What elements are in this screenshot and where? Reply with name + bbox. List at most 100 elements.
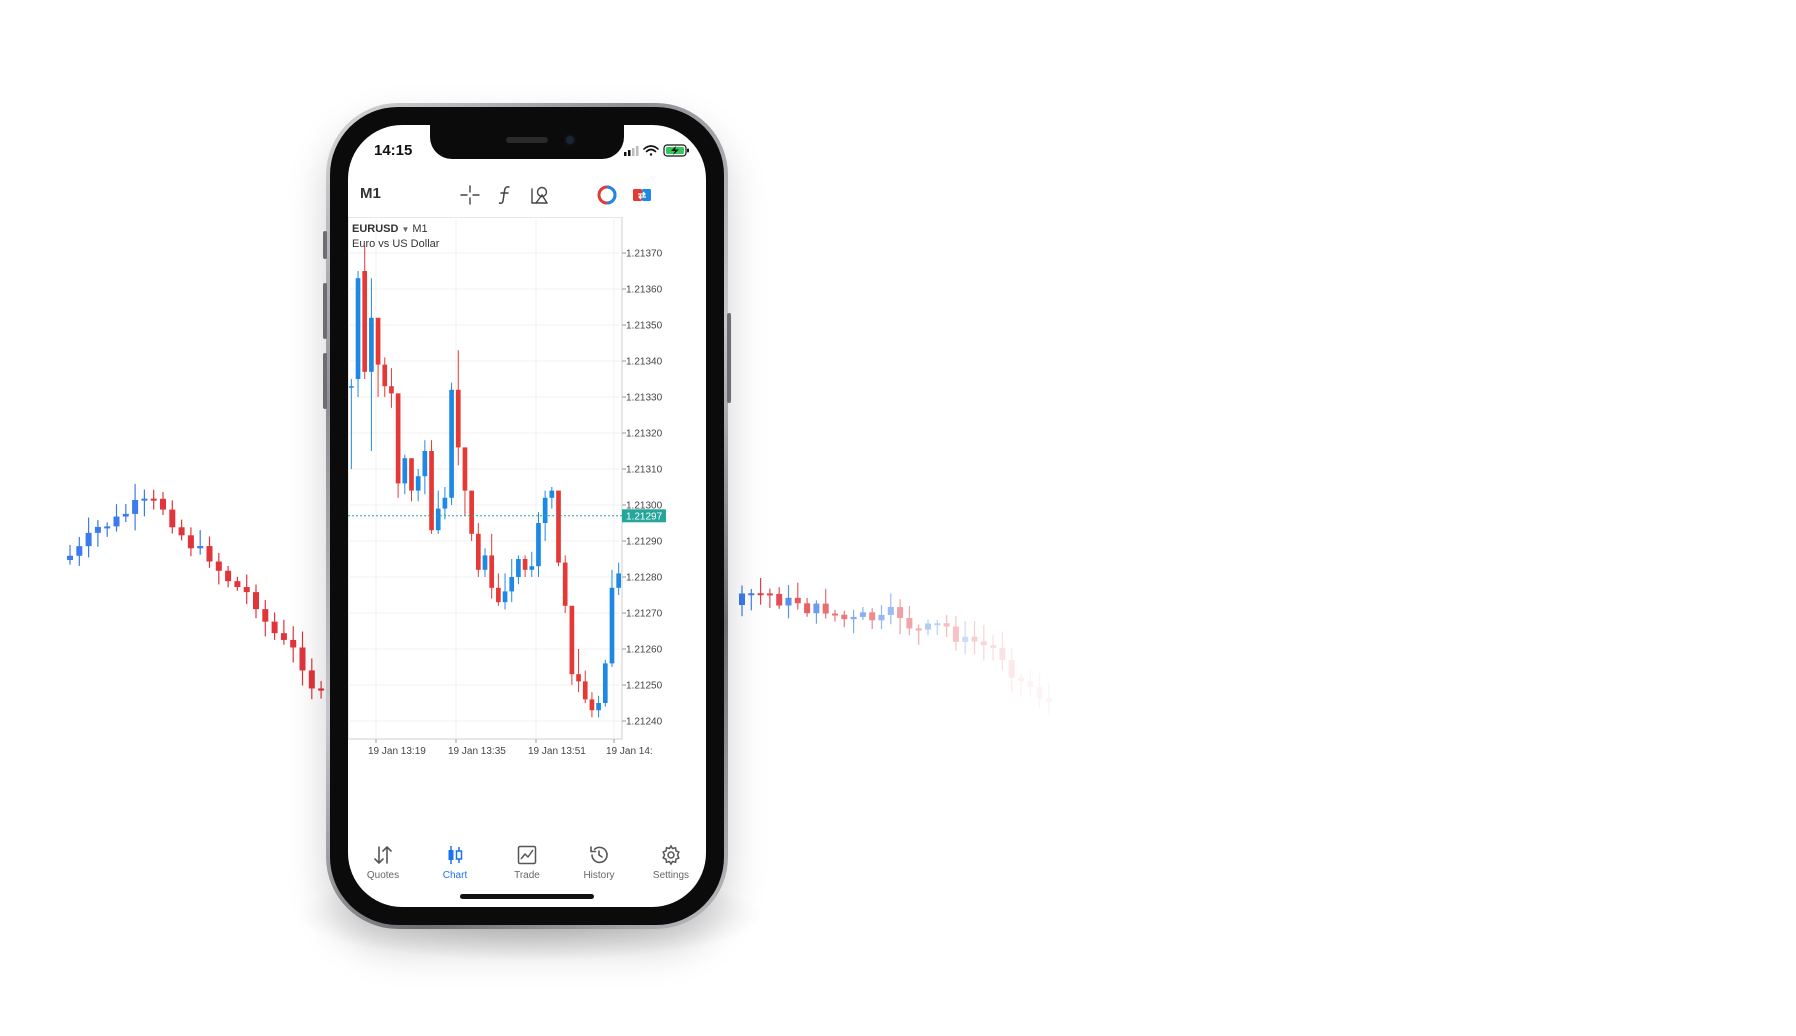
tab-history-label: History [583, 870, 615, 881]
function-icon[interactable] [493, 183, 517, 207]
background-candle [943, 614, 950, 638]
candle [409, 458, 414, 502]
background-candle [197, 530, 204, 555]
background-candle [141, 489, 148, 517]
background-candle [318, 680, 325, 699]
background-candle [104, 522, 111, 537]
background-candle [280, 619, 287, 645]
crosshair-icon[interactable] [458, 183, 482, 207]
candle [389, 368, 394, 408]
trade-icon[interactable] [630, 183, 654, 207]
candle [582, 670, 588, 703]
background-candle [841, 610, 848, 628]
one-click-trading-icon[interactable] [595, 183, 619, 207]
candle [422, 440, 428, 495]
price-label: 1.21360 [626, 285, 663, 296]
symbol-name: EURUSD [352, 223, 399, 235]
volume-down-button [323, 353, 327, 409]
background-candle [804, 597, 811, 617]
time-label: 19 Jan 13:51 [528, 746, 586, 757]
status-bar: 14:15 [348, 125, 706, 169]
candle [375, 317, 381, 397]
background-candle [225, 565, 232, 588]
background-candle [776, 587, 783, 609]
tab-trade[interactable]: Trade [492, 843, 562, 887]
background-candle [308, 658, 315, 700]
timeframe-selector[interactable]: M1 [360, 185, 381, 202]
candle [602, 659, 608, 707]
plot-frame [348, 217, 623, 740]
power-button [727, 313, 731, 403]
candle [449, 382, 454, 505]
background-candle [132, 483, 139, 531]
phone-screen: 14:15 [348, 125, 706, 907]
tab-history[interactable]: History [564, 843, 634, 887]
tab-quotes[interactable]: Quotes [348, 843, 418, 887]
background-candle [290, 626, 297, 663]
price-label: 1.21370 [626, 249, 663, 260]
tab-quotes-label: Quotes [366, 870, 400, 881]
time-label: 19 Jan 13:35 [448, 746, 506, 757]
background-candle [169, 500, 176, 534]
tab-chart[interactable]: Chart [420, 843, 490, 887]
background-candle [1027, 668, 1034, 696]
background-candle [859, 606, 866, 620]
front-camera [564, 134, 576, 146]
candle [609, 569, 615, 667]
candle [502, 573, 508, 610]
tab-settings[interactable]: Settings [636, 843, 706, 887]
bottom-tab-bar: Quotes Chart Trade [348, 837, 706, 907]
objects-icon[interactable] [528, 183, 552, 207]
price-label: 1.21280 [626, 573, 663, 584]
candle [369, 278, 374, 451]
candle [415, 469, 421, 502]
background-candle [76, 536, 83, 566]
price-label: 1.21240 [626, 717, 663, 728]
candle [429, 440, 434, 534]
history-icon [590, 846, 608, 864]
chart-timeframe: M1 [412, 223, 428, 235]
background-candle [113, 504, 120, 532]
candle [469, 490, 474, 541]
price-chart[interactable]: 1.21370 1.21360 1.21350 1.21340 1.21330 1.213… [348, 217, 706, 837]
price-label: 1.21330 [626, 393, 663, 404]
background-candle [878, 605, 885, 630]
background-candle [234, 576, 241, 591]
background-candle [757, 578, 764, 605]
background-candle [243, 574, 250, 605]
time-label: 19 Jan 14: [606, 746, 653, 757]
background-candle [253, 584, 259, 619]
price-label: 1.21260 [626, 645, 663, 656]
background-candle [122, 504, 129, 523]
symbol-header[interactable]: EURUSD ▼ M1 [352, 223, 428, 235]
background-candle [1008, 648, 1015, 693]
price-label: 1.21290 [626, 537, 663, 548]
background-candle [822, 588, 829, 619]
background-candle [915, 624, 922, 645]
background-candle [187, 527, 194, 557]
candle [562, 555, 568, 613]
candle [529, 551, 535, 577]
price-label: 1.21340 [626, 357, 663, 368]
symbol-dropdown-icon: ▼ [401, 225, 410, 234]
background-candle [206, 536, 213, 568]
volume-up-button [323, 283, 327, 339]
phone-bezel: 14:15 [330, 107, 724, 925]
candle [496, 573, 501, 606]
candle [596, 695, 601, 718]
background-candle [897, 599, 904, 635]
candle [549, 487, 555, 509]
candle [576, 649, 581, 693]
background-candle [262, 599, 269, 637]
quotes-icon [374, 846, 392, 864]
background-candle [813, 600, 820, 624]
phone-frame: 14:15 [323, 103, 731, 929]
background-candle [299, 631, 306, 686]
price-label: 1.21250 [626, 681, 663, 692]
chart-area[interactable]: 1.21370 1.21360 1.21350 1.21340 1.21330 1.213… [348, 217, 706, 837]
battery-charging-icon [663, 144, 689, 157]
price-label: 1.21350 [626, 321, 663, 332]
background-candle [925, 619, 931, 636]
candle [569, 605, 575, 685]
background-candle [980, 624, 987, 661]
